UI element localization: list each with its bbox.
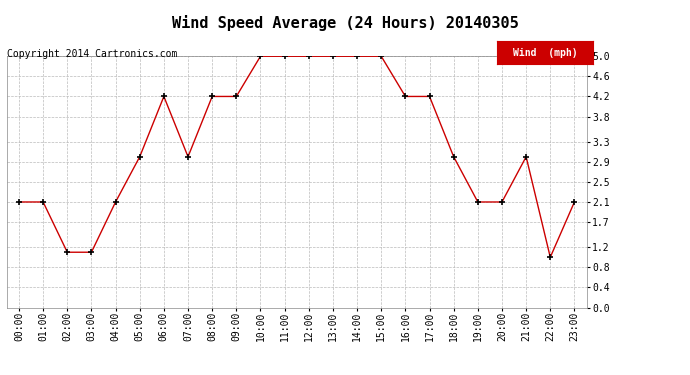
Text: Wind Speed Average (24 Hours) 20140305: Wind Speed Average (24 Hours) 20140305	[172, 15, 518, 31]
Text: Wind  (mph): Wind (mph)	[513, 48, 578, 57]
Text: Copyright 2014 Cartronics.com: Copyright 2014 Cartronics.com	[7, 49, 177, 59]
